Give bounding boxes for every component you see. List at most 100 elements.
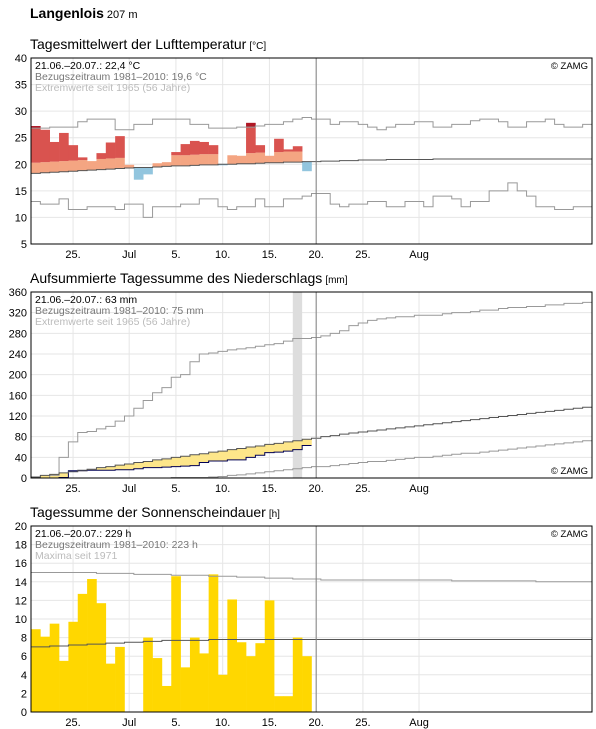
precip-bar [189, 454, 200, 466]
sun-bar [236, 642, 247, 712]
x-tick-label: 10. [215, 717, 230, 729]
precip-bar [96, 467, 107, 471]
temp-bar-cold [218, 164, 228, 166]
temp-extreme-max-line [31, 117, 592, 131]
x-tick-label: 5. [171, 483, 180, 495]
sun-bar [115, 646, 125, 712]
y-tick-label: 14 [15, 577, 27, 589]
y-tick-label: 25 [15, 133, 27, 145]
y-tick-label: 2 [21, 688, 27, 700]
temp-bar [105, 158, 116, 170]
temp-bar-strong [189, 140, 200, 155]
plot-frame [30, 291, 593, 479]
station-title: Langenlois 207 m [30, 5, 137, 21]
precip-bar [283, 441, 294, 452]
sun-climate-line [31, 638, 592, 648]
sun-bar [161, 685, 172, 712]
precip-bar [180, 456, 191, 467]
sun-bar [96, 603, 107, 712]
sun-bar [105, 663, 116, 712]
y-tick-label: 0 [21, 707, 27, 719]
y-tick-label: 12 [15, 595, 27, 607]
y-tick-label: 280 [9, 328, 27, 340]
precip-bar [152, 459, 163, 468]
sun-title-text: Tagessumme der Sonnenscheindauer [30, 504, 266, 520]
temp-bar [171, 155, 181, 166]
temp-bar-strong [31, 128, 41, 163]
temp-bar [236, 155, 247, 164]
temp-bar [152, 163, 163, 167]
y-tick-label: 15 [15, 186, 27, 198]
temp-climate-line [31, 158, 592, 174]
temp-bar [87, 161, 97, 171]
y-tick-label: 35 [15, 80, 27, 92]
temp-bar-strong [255, 145, 266, 153]
x-tick-label: 15. [262, 717, 277, 729]
temp-panel-title: Tagesmittelwert der Lufttemperatur [°C] [30, 36, 266, 52]
y-tick-label: 40 [15, 452, 27, 464]
precip-panel-title: Aufsummierte Tagessumme des Niederschlag… [30, 270, 348, 286]
temp-bar [246, 153, 256, 164]
y-tick-label: 360 [9, 287, 27, 299]
temp-bar-cold [143, 167, 153, 175]
sun-bar [302, 656, 312, 712]
x-tick-label: Jul [122, 249, 136, 261]
temp-bar-strong [283, 149, 294, 152]
temp-bar-strong [115, 136, 125, 158]
y-tick-label: 40 [15, 53, 27, 65]
precip-climate-line [31, 406, 592, 478]
temp-bar [189, 154, 200, 166]
temp-bar-strong [59, 132, 69, 162]
precip-extreme-max-line [31, 301, 592, 479]
precip-bar [227, 449, 237, 460]
temp-bar-cold [133, 167, 144, 180]
sun-bar [283, 696, 294, 712]
y-tick-label: 20 [15, 521, 27, 533]
temp-bar-strong [171, 152, 181, 156]
temp-title-text: Tagesmittelwert der Lufttemperatur [30, 36, 247, 52]
sun-max-line [31, 572, 592, 583]
copyright-label: © ZAMG [551, 466, 588, 477]
temp-bar-strong [180, 144, 191, 156]
temp-bar-strong [68, 145, 79, 161]
x-tick-label: 15. [262, 483, 277, 495]
missing-data-band [292, 292, 303, 478]
sun-bar [87, 579, 97, 712]
precip-unit: [mm] [325, 275, 348, 286]
precip-bar [161, 458, 172, 468]
x-tick-label: 25. [65, 483, 80, 495]
sun-unit: [h] [268, 509, 280, 520]
temp-bar [115, 157, 125, 169]
sun-panel-title: Tagessumme der Sonnenscheindauer [h] [30, 504, 280, 520]
sun-bar [264, 600, 275, 712]
x-tick-label: 10. [215, 483, 230, 495]
temp-bar [264, 155, 275, 163]
x-tick-label: 10. [215, 249, 230, 261]
temp-bar [68, 160, 79, 172]
temp-bar [274, 152, 284, 163]
info-line-2: Bezugszeitraum 1981–2010: 19,6 °C [35, 71, 207, 83]
precip-bar [133, 462, 144, 469]
station-name: Langenlois [30, 5, 104, 21]
sun-bar [77, 593, 88, 712]
x-tick-label: 25. [355, 249, 370, 261]
y-tick-label: 0 [21, 473, 27, 485]
x-tick-label: 20. [309, 717, 324, 729]
x-tick-label: Aug [409, 717, 429, 729]
precip-extreme-min-line [31, 440, 592, 479]
temp-bar [227, 155, 237, 165]
temp-bar [208, 154, 219, 165]
x-tick-label: 20. [309, 249, 324, 261]
y-tick-label: 200 [9, 370, 27, 382]
temp-bar [40, 162, 50, 173]
info-line-1: 21.06.–20.07.: 22,4 °C [35, 60, 141, 72]
y-tick-label: 4 [21, 670, 27, 682]
y-tick-label: 6 [21, 651, 27, 663]
sun-bar [255, 643, 266, 712]
precip-bar [218, 451, 228, 461]
temp-bar [59, 161, 69, 172]
plot-frame [30, 525, 593, 713]
y-tick-label: 10 [15, 212, 27, 224]
precip-bar [40, 475, 50, 478]
y-tick-label: 16 [15, 558, 27, 570]
